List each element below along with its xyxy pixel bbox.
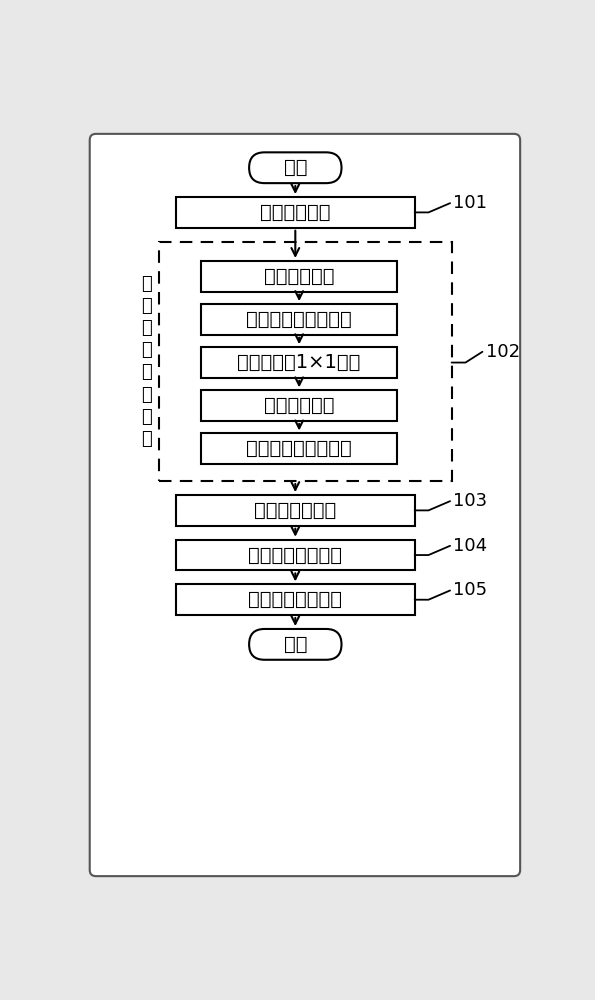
Text: 版图文件预处理: 版图文件预处理 — [254, 501, 336, 520]
Text: 输入版图数据: 输入版图数据 — [260, 203, 331, 222]
Bar — [201, 261, 397, 292]
Bar — [201, 433, 397, 464]
FancyBboxPatch shape — [249, 629, 342, 660]
Text: 开始: 开始 — [284, 158, 307, 177]
Text: 执行设计规则检查: 执行设计规则检查 — [248, 546, 342, 565]
Text: 105: 105 — [453, 581, 487, 599]
Text: 101: 101 — [453, 194, 487, 212]
Bar — [201, 390, 397, 421]
Bar — [176, 584, 415, 615]
Bar — [176, 197, 415, 228]
Text: 输出重复矩阵或实例: 输出重复矩阵或实例 — [246, 439, 352, 458]
Bar — [176, 540, 415, 570]
Text: 103: 103 — [453, 492, 487, 510]
Bar — [176, 495, 415, 526]
Text: 分类像素单元: 分类像素单元 — [264, 267, 334, 286]
FancyBboxPatch shape — [249, 152, 342, 183]
Text: 输出验证结果文件: 输出验证结果文件 — [248, 590, 342, 609]
Text: 像
素
单
元
分
类
重
组: 像 素 单 元 分 类 重 组 — [142, 275, 152, 448]
Bar — [201, 304, 397, 335]
Bar — [201, 347, 397, 378]
Text: 命名每一类像素单元: 命名每一类像素单元 — [246, 310, 352, 329]
Bar — [159, 242, 452, 481]
FancyBboxPatch shape — [90, 134, 520, 876]
Text: 结束: 结束 — [284, 635, 307, 654]
Text: 102: 102 — [486, 343, 519, 361]
Text: 104: 104 — [453, 537, 487, 555]
Text: 重复模式识别: 重复模式识别 — [264, 396, 334, 415]
Text: 矩阵打散为1×1实例: 矩阵打散为1×1实例 — [237, 353, 361, 372]
